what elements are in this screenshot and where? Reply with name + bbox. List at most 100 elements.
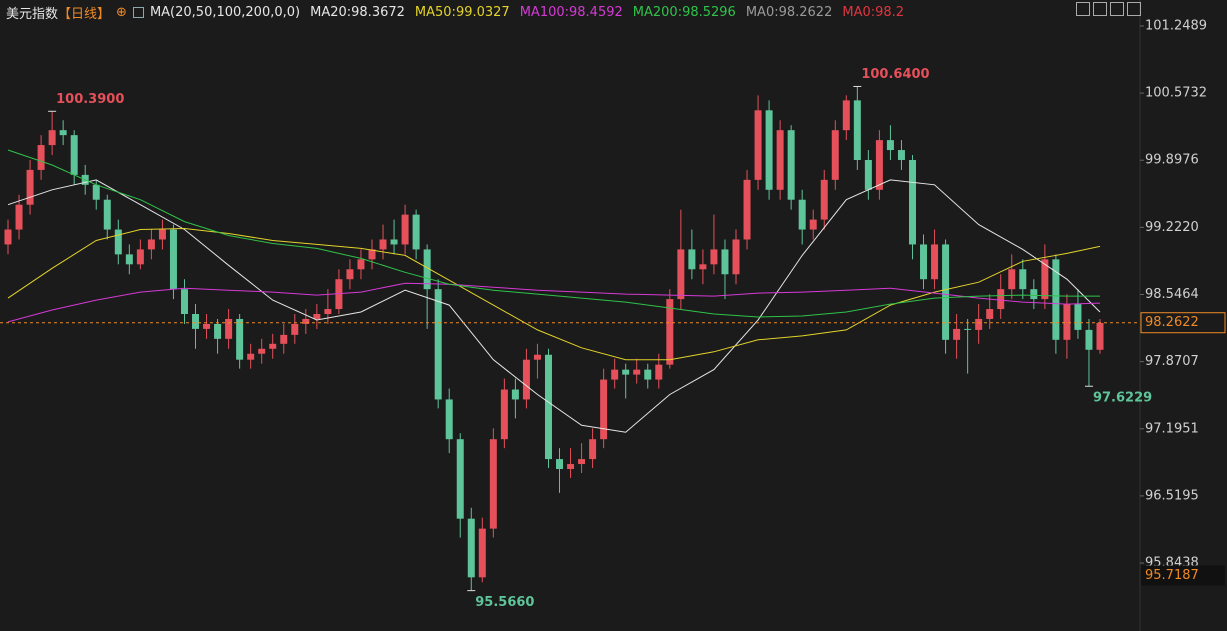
tool-button[interactable] — [1093, 2, 1107, 16]
candle-body — [147, 239, 155, 250]
tool-button[interactable] — [1127, 2, 1141, 16]
candle-body — [489, 439, 497, 529]
legend-entry: MA0:98.2622 — [745, 5, 833, 20]
legend-entry: MA100:98.4592 — [519, 5, 623, 20]
candle-body — [114, 229, 122, 255]
candle-body — [412, 214, 420, 250]
candle-body — [953, 328, 961, 340]
candle-body — [15, 204, 23, 230]
candle-body — [302, 318, 310, 324]
candle-body — [655, 364, 663, 380]
candle-body — [986, 309, 994, 319]
legend-entry: MA50:99.0327 — [414, 5, 510, 20]
candle-body — [313, 314, 321, 319]
candle-body — [478, 528, 486, 578]
candle-body — [236, 318, 244, 360]
candle-body — [787, 130, 795, 200]
candle-body — [70, 135, 78, 175]
candle-body — [192, 314, 200, 329]
candle-body — [1074, 304, 1082, 330]
candle-body — [556, 459, 564, 470]
candle-body — [743, 179, 751, 240]
candle-body — [401, 214, 409, 245]
indicator: MA(20,50,100,200,0,0) — [149, 5, 301, 20]
candle-body — [357, 259, 365, 270]
y-tick-label: 98.5464 — [1145, 287, 1199, 302]
legend-entry: MA200:98.5296 — [632, 5, 736, 20]
y-tick-label: 96.5195 — [1145, 488, 1199, 503]
candle-body — [644, 369, 652, 380]
symbol: 美元指数 — [6, 7, 59, 22]
candle-body — [1063, 304, 1071, 340]
period: 【日线】 — [58, 7, 111, 22]
candle-body — [897, 150, 905, 160]
candle-body — [136, 249, 144, 265]
candle-body — [258, 348, 266, 354]
candle-body — [633, 369, 641, 375]
candle-body — [864, 159, 872, 190]
candle-body — [666, 299, 674, 365]
candle-body — [908, 159, 916, 245]
ma-line — [7, 227, 1101, 361]
candle-body — [247, 353, 255, 360]
candle-body — [842, 100, 850, 131]
candle-body — [4, 229, 12, 245]
candle-body — [280, 334, 288, 344]
candle-body — [589, 439, 597, 460]
candle-body — [544, 354, 552, 460]
candle-body — [269, 343, 277, 349]
candle-body — [931, 244, 939, 280]
candle-body — [721, 249, 729, 275]
candle-body — [180, 289, 188, 314]
candle-body — [37, 145, 45, 170]
candle-body — [103, 199, 111, 230]
candle-body — [158, 229, 166, 240]
candle-body — [622, 369, 630, 375]
candle-body — [886, 140, 894, 151]
candle-body — [423, 249, 431, 290]
candle-body — [379, 239, 387, 250]
candle-body — [92, 184, 100, 200]
candle-body — [611, 369, 619, 380]
candle-body — [59, 130, 67, 136]
y-tick-label: 99.8976 — [1145, 153, 1199, 168]
tool-button[interactable] — [1110, 2, 1124, 16]
candle-body — [48, 130, 56, 146]
y-tick-label: 101.2489 — [1145, 18, 1207, 33]
candle-body — [578, 459, 586, 465]
candle-body — [997, 289, 1005, 310]
candle-body — [522, 359, 530, 400]
candle-body — [203, 323, 211, 329]
candle-body — [169, 229, 177, 290]
candle-body — [776, 130, 784, 190]
candle-body — [875, 140, 883, 190]
candle-body — [677, 249, 685, 300]
icon[interactable] — [132, 7, 144, 18]
ma-line — [7, 149, 1100, 318]
candle-body — [1096, 322, 1104, 350]
y-tick-label: 97.1951 — [1145, 421, 1199, 436]
candle-body — [853, 100, 861, 160]
candle-body — [511, 389, 519, 400]
candle-body — [500, 389, 508, 440]
bottom-price-label: 95.7187 — [1145, 568, 1199, 583]
candle-body — [368, 249, 376, 260]
ma-line — [7, 282, 1101, 323]
last-price-label: 98.2622 — [1145, 315, 1199, 330]
candle-body — [798, 199, 806, 230]
y-tick-label: 97.8707 — [1145, 354, 1199, 369]
candle-body — [456, 439, 464, 519]
candle-body — [225, 318, 233, 339]
candle-body — [335, 279, 343, 310]
candle-body — [1052, 259, 1060, 340]
tool-button[interactable] — [1076, 2, 1090, 16]
icon[interactable]: ⊕ — [116, 5, 127, 20]
candle-body — [214, 323, 222, 339]
last-price-box — [1140, 312, 1226, 334]
candle-body — [942, 244, 950, 340]
candle-body — [346, 269, 354, 280]
candle-body — [445, 399, 453, 440]
